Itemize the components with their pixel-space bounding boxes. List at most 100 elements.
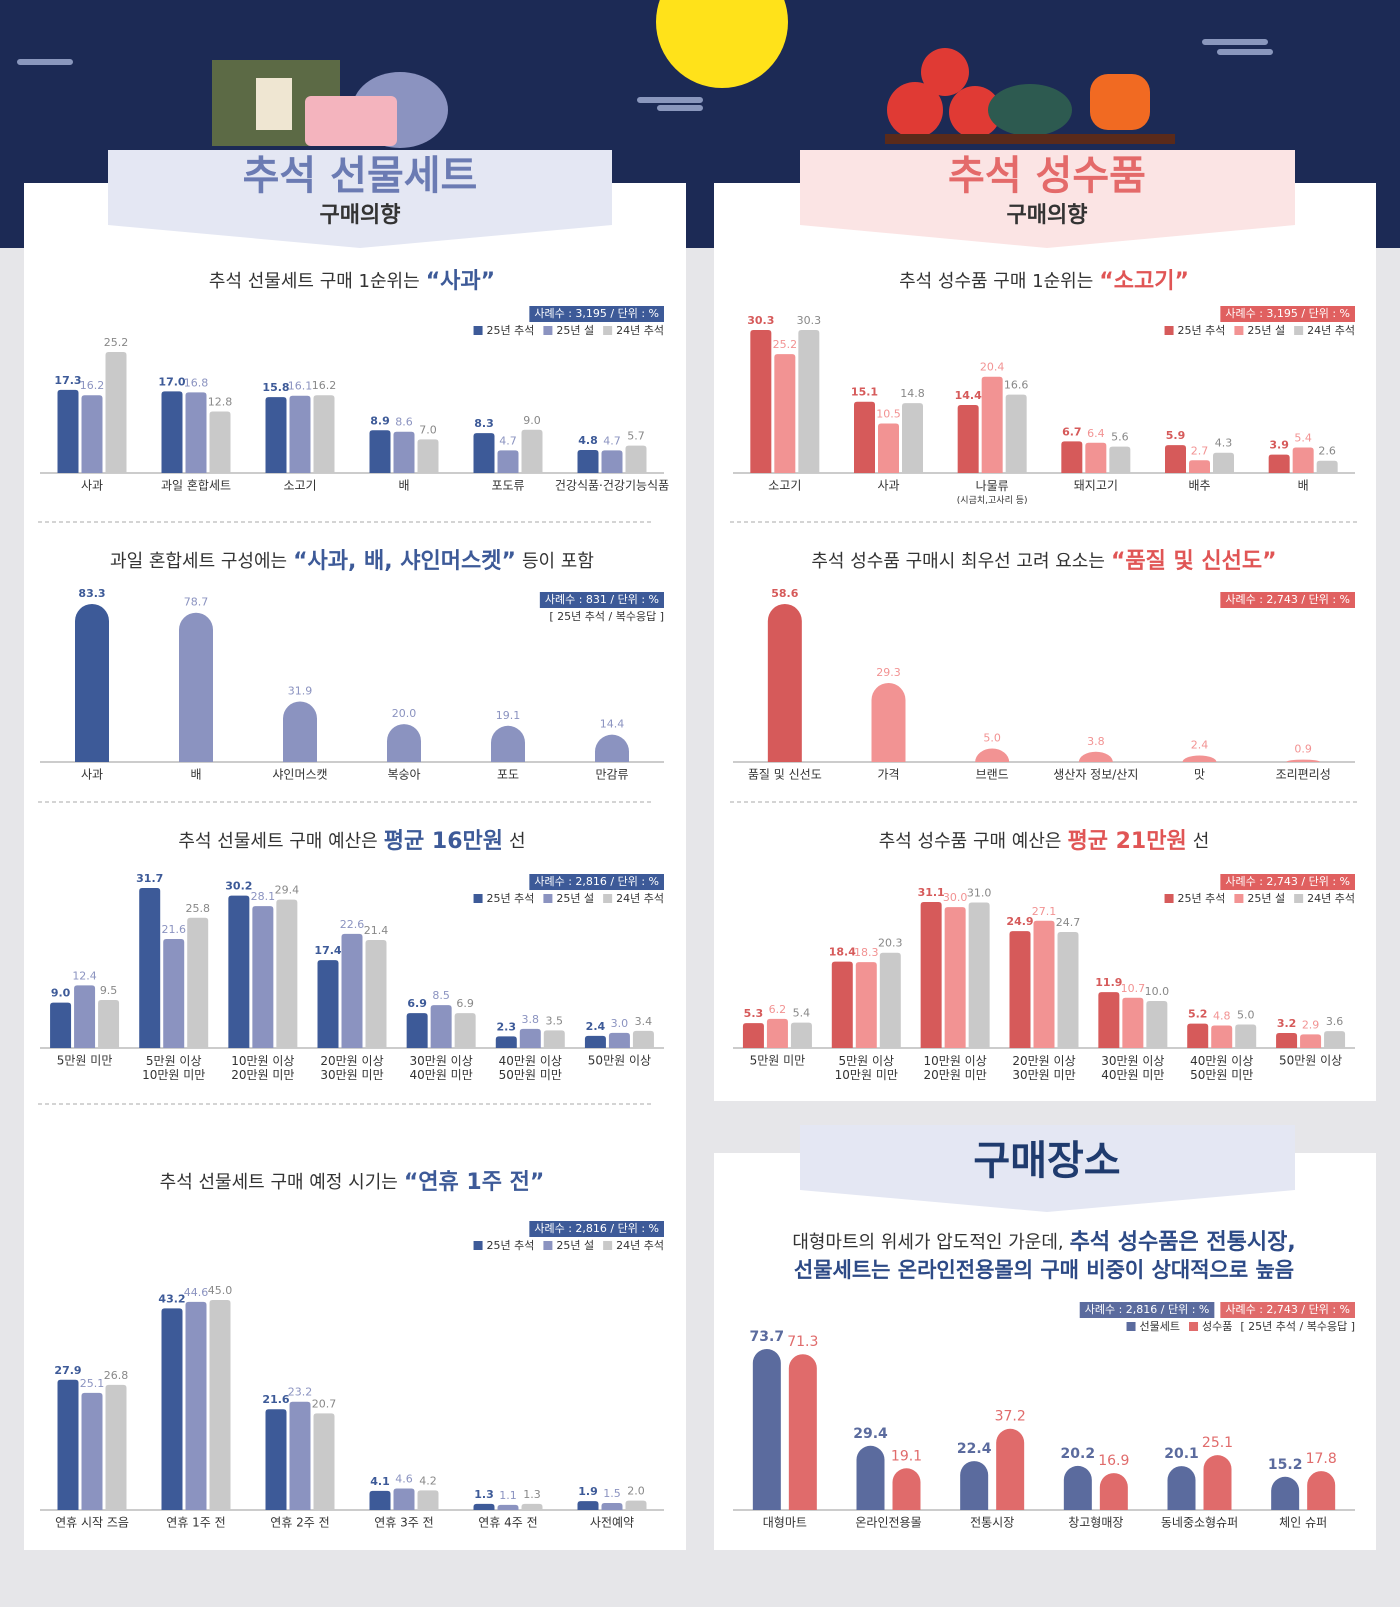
value-label: 45.0 xyxy=(208,1284,233,1297)
gift-deco xyxy=(212,60,448,148)
bar xyxy=(317,960,339,1048)
title-highlight: 추석 성수품은 전통시장, xyxy=(1070,1230,1296,1255)
bar xyxy=(1005,394,1027,473)
bar xyxy=(767,604,802,762)
chart-title: 추석 선물세트 구매 1순위는 “사과” xyxy=(209,269,495,294)
value-label: 3.2 xyxy=(1277,1017,1297,1030)
sample-note: 사례수 : 2,816 / 단위 : % xyxy=(534,875,659,888)
value-label: 37.2 xyxy=(995,1409,1026,1425)
value-label: 19.1 xyxy=(891,1448,922,1464)
value-label: 8.5 xyxy=(432,989,450,1002)
bar xyxy=(975,748,1010,762)
value-label: 44.6 xyxy=(184,1286,209,1299)
x-tick-label: 소고기 xyxy=(283,479,316,493)
value-label: 7.0 xyxy=(419,423,437,436)
x-tick-label: 온라인전용몰 xyxy=(855,1516,921,1530)
value-label: 16.8 xyxy=(184,376,209,389)
sample-note: 사례수 : 3,195 / 단위 : % xyxy=(1225,307,1350,320)
bar xyxy=(1146,1001,1168,1048)
value-label: 27.1 xyxy=(1032,905,1057,918)
note-box xyxy=(529,306,664,322)
value-label: 71.3 xyxy=(787,1334,818,1350)
bar xyxy=(855,962,877,1048)
bar xyxy=(265,1409,287,1510)
note-box xyxy=(529,1221,664,1237)
title-text: 추석 성수품 구매 1순위는 xyxy=(899,271,1093,292)
x-tick-label: 5만원 미만 xyxy=(750,1054,806,1068)
bar xyxy=(283,701,317,762)
value-label: 16.9 xyxy=(1098,1453,1129,1469)
legend-swatch xyxy=(543,1241,553,1250)
label-line: 40만원 미만 xyxy=(1101,1068,1164,1082)
legend-label: 25년 설 xyxy=(556,892,594,905)
bar xyxy=(774,354,796,473)
legend-swatch xyxy=(1294,326,1304,335)
bar xyxy=(577,1501,599,1510)
value-label: 10.0 xyxy=(1145,985,1170,998)
value-label: 3.9 xyxy=(1269,439,1289,452)
bar xyxy=(960,1461,989,1510)
value-label: 17.0 xyxy=(158,375,185,388)
value-label: 4.3 xyxy=(1215,437,1233,450)
value-label: 5.9 xyxy=(1166,429,1186,442)
x-tick-label: 건강식품·건강기능식품 xyxy=(555,479,669,493)
legend-swatch xyxy=(473,326,483,335)
x-tick-label: 5만원 미만 xyxy=(57,1054,113,1068)
legend-swatch xyxy=(1164,894,1174,903)
bar xyxy=(1109,446,1131,473)
title-highlight: 평균 21만원 xyxy=(1067,829,1186,854)
title-end: 선 xyxy=(1193,831,1210,852)
label-line: 10만원 미만 xyxy=(142,1068,205,1082)
bar xyxy=(1085,442,1107,473)
value-label: 26.8 xyxy=(104,1369,129,1382)
bar xyxy=(98,1000,120,1048)
legend-swatch xyxy=(1189,1322,1199,1331)
value-label: 16.6 xyxy=(1004,379,1029,392)
bar xyxy=(313,395,335,473)
bar xyxy=(313,1413,335,1510)
legend-label: 성수품 xyxy=(1202,1320,1232,1333)
bar xyxy=(252,906,274,1048)
bar xyxy=(798,330,820,473)
value-label: 15.8 xyxy=(262,381,289,394)
x-tick-label: 사과 xyxy=(81,768,103,782)
bar xyxy=(209,411,231,473)
bar xyxy=(74,985,96,1048)
right-title: 추석 성수품 xyxy=(948,153,1146,199)
bar xyxy=(1211,1025,1233,1048)
legend-swatch xyxy=(473,894,483,903)
bar xyxy=(957,405,979,473)
sample-note: 사례수 : 3,195 / 단위 : % xyxy=(534,307,659,320)
legend-label: 25년 설 xyxy=(1247,892,1285,905)
bar xyxy=(289,1401,311,1510)
value-label: 30.3 xyxy=(747,314,774,327)
value-label: 6.9 xyxy=(456,997,474,1010)
bar xyxy=(920,902,942,1048)
x-tick-label: 50만원 이상 xyxy=(588,1054,651,1068)
label-line: 20만원 미만 xyxy=(924,1068,987,1082)
value-label: 15.2 xyxy=(1268,1457,1303,1473)
value-label: 8.3 xyxy=(474,417,494,430)
x-tick-label: 돼지고기 xyxy=(1074,479,1118,493)
value-label: 18.3 xyxy=(854,946,879,959)
label-line: 나물류 xyxy=(976,479,1009,493)
value-label: 4.1 xyxy=(370,1475,390,1488)
title-text: 추석 선물세트 구매 1순위는 xyxy=(209,271,420,292)
value-label: 5.6 xyxy=(1111,431,1129,444)
value-label: 10.5 xyxy=(876,407,901,420)
bar xyxy=(1098,992,1120,1048)
note-box xyxy=(1220,874,1355,890)
bar xyxy=(1122,997,1144,1048)
x-tick-label: 포도 xyxy=(497,768,519,782)
x-tick-label: 배 xyxy=(1298,479,1309,493)
value-label: 22.6 xyxy=(340,918,365,931)
bar xyxy=(491,725,525,762)
bar xyxy=(105,352,127,473)
note-box xyxy=(1220,592,1355,608)
bar xyxy=(57,1379,79,1510)
x-tick-label: 브랜드 xyxy=(976,768,1009,782)
x-tick-label: 만감류 xyxy=(595,768,628,782)
bar xyxy=(871,683,906,762)
value-label: 5.0 xyxy=(1237,1009,1255,1022)
bar xyxy=(209,1300,231,1510)
